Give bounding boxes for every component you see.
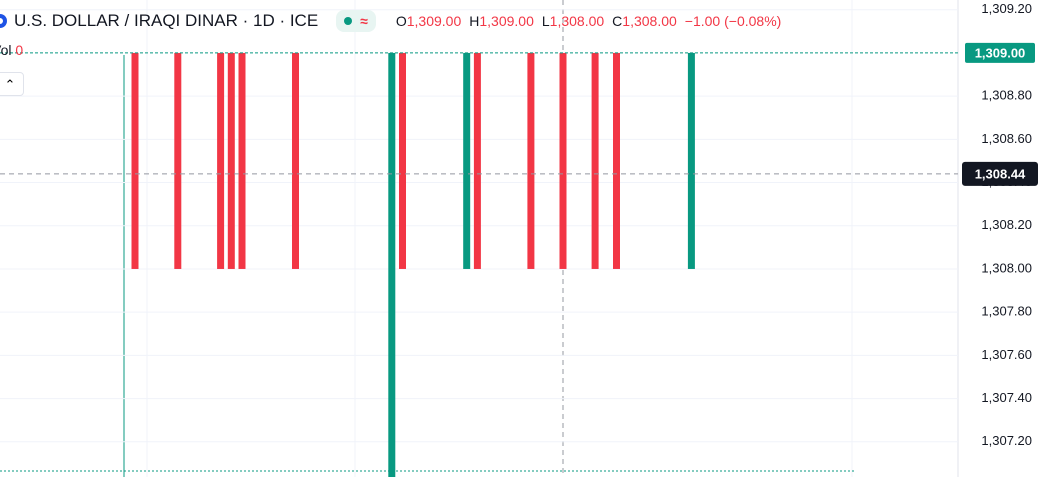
candle-body	[399, 52, 406, 269]
candle-body	[687, 52, 695, 269]
candle-body	[591, 52, 599, 269]
y-tick-label: 1,308.00	[981, 260, 1032, 275]
candle-body	[131, 52, 139, 269]
y-tick-label: 1,308.20	[981, 217, 1032, 232]
legend-value: 1,309.00	[406, 13, 462, 29]
y-tick-label: 1,309.20	[981, 1, 1032, 16]
candle-body	[217, 52, 225, 269]
legend-value: 1,308.00	[549, 13, 605, 29]
y-tick-label: 1,307.20	[981, 433, 1032, 448]
flag-icon	[0, 14, 7, 28]
volume-value: 0	[15, 42, 24, 58]
crosshair-label: 1,308.44	[975, 166, 1026, 181]
y-tick-label: 1,307.60	[981, 347, 1032, 362]
status-badge[interactable]: ≈	[336, 10, 376, 32]
legend-label: C	[612, 13, 623, 29]
candle-body	[292, 52, 299, 269]
y-tick-label: 1,307.40	[981, 390, 1032, 405]
last-price-box	[965, 42, 1035, 63]
legend-value: 1,309.00	[479, 13, 534, 29]
candle-body	[473, 52, 481, 269]
legend-value: 1,308.00	[622, 13, 677, 29]
volume-label: Vol	[0, 42, 12, 58]
plot	[0, 9, 958, 477]
candle-body	[527, 52, 535, 269]
collapse-button[interactable]: ⌃	[0, 72, 24, 96]
candle-body	[613, 52, 620, 269]
y-tick-label: 1,307.80	[981, 304, 1032, 319]
header: U.S. DOLLAR / IRAQI DINAR · 1D · ICE ≈ O…	[0, 8, 789, 34]
candle-body	[174, 52, 182, 269]
legend-change: −1.00 (−0.08%)	[684, 13, 782, 29]
y-tick-label: 1,308.60	[981, 131, 1032, 146]
candle-body	[388, 52, 396, 477]
last-price-label: 1,309.00	[975, 45, 1026, 60]
candle-body	[559, 52, 567, 269]
legend-label: H	[469, 13, 480, 29]
crosshair-box	[962, 161, 1038, 186]
volume-legend: Vol 0	[0, 42, 31, 58]
symbol-title: U.S. DOLLAR / IRAQI DINAR · 1D · ICE	[14, 11, 319, 30]
candle-body	[227, 52, 235, 269]
candle-body	[463, 52, 471, 269]
candle-body	[238, 52, 246, 269]
y-tick-label: 1,308.80	[981, 88, 1032, 103]
legend-label: O	[395, 13, 407, 29]
legend-label: L	[541, 13, 550, 29]
